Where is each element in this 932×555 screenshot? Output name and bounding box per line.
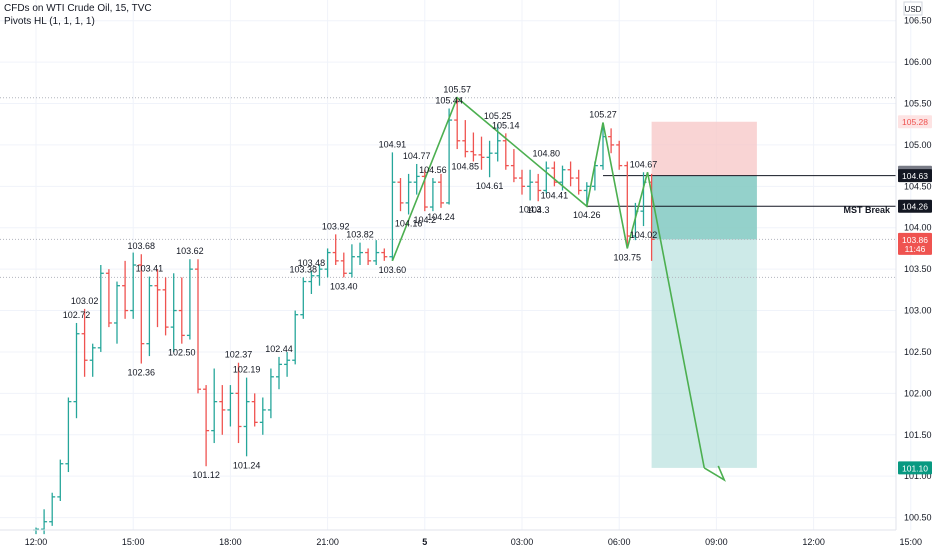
pivot-value-label: 104.56 [419, 165, 447, 175]
mst-break-label: MST Break [843, 205, 891, 215]
pivot-value-label: 104.24 [427, 212, 455, 222]
price-tick-label: 103.00 [904, 306, 932, 316]
pivot-value-label: 103.68 [128, 241, 156, 251]
pivot-value-label: 103.75 [614, 252, 642, 262]
time-tick-label: 15:00 [900, 537, 923, 547]
pivot-value-label: 103.92 [322, 221, 350, 231]
pivot-value-label: 104.26 [573, 210, 601, 220]
countdown-text: 11:46 [905, 244, 926, 254]
pivot-value-label: 103.40 [330, 281, 358, 291]
pivot-value-label: 104.85 [452, 161, 480, 171]
price-axis-badge [898, 199, 932, 213]
price-badge-text: 105.28 [902, 117, 928, 127]
price-tick-label: 102.00 [904, 388, 932, 398]
price-badge-text: 103.86 [902, 235, 928, 245]
time-tick-label: 06:00 [608, 537, 631, 547]
pivot-value-label: 103.02 [71, 296, 99, 306]
arrow-head [703, 465, 726, 482]
price-tick-label: 105.50 [904, 99, 932, 109]
price-axis-badge [898, 115, 932, 129]
pivot-value-label: 102.72 [63, 310, 91, 320]
price-axis-badge [898, 232, 932, 255]
pivot-value-label: 102.19 [233, 365, 261, 375]
pivot-value-label: 103.82 [346, 230, 374, 240]
price-tick-label: 102.50 [904, 347, 932, 357]
pivot-value-label: 104.02 [630, 230, 658, 240]
time-tick-label: 5 [422, 537, 427, 547]
pivot-value-label: 104.80 [533, 148, 561, 158]
time-tick-label: 15:00 [122, 537, 145, 547]
time-tick-label: 21:00 [316, 537, 339, 547]
pivot-value-label: 104.91 [379, 139, 407, 149]
pivot-value-label: 103.48 [298, 258, 326, 268]
time-tick-label: 12:00 [802, 537, 825, 547]
chart-legend: CFDs on WTI Crude Oil, 15, TVC Pivots HL… [4, 2, 152, 28]
indicator-title[interactable]: Pivots HL (1, 1, 1, 1) [4, 16, 95, 27]
price-tick-label: 106.00 [904, 57, 932, 67]
price-tick-label: 101.00 [904, 471, 932, 481]
currency-box[interactable] [903, 1, 923, 16]
pivot-value-label: 104.3 [527, 205, 550, 215]
time-tick-label: 12:00 [25, 537, 48, 547]
time-tick-label: 03:00 [511, 537, 534, 547]
open-profit-zone [651, 175, 757, 240]
pivot-value-label: 101.12 [192, 470, 220, 480]
pivot-value-label: 102.44 [265, 344, 293, 354]
price-axis-badge [898, 461, 932, 475]
time-tick-label: 09:00 [705, 537, 728, 547]
time-tick-label: 18:00 [219, 537, 242, 547]
pivot-value-label: 103.60 [379, 265, 407, 275]
price-tick-label: 103.50 [904, 264, 932, 274]
price-badge-text: 101.10 [902, 463, 928, 473]
pivot-value-label: 101.24 [233, 460, 261, 470]
price-axis-badge [898, 169, 932, 183]
price-tick-label: 104.50 [904, 181, 932, 191]
pivot-value-label: 104.2 [414, 215, 437, 225]
pivot-value-label: 103.62 [176, 246, 204, 256]
pivot-value-label: 102.36 [128, 368, 156, 378]
pivot-value-label: 102.50 [168, 348, 196, 358]
pivot-value-label: 104.41 [541, 190, 569, 200]
pivot-value-label: 105.44 [435, 95, 463, 105]
pivot-value-label: 103.41 [136, 264, 164, 274]
price-badge-text: 104.26 [902, 202, 928, 212]
pivot-value-label: 102.37 [225, 350, 253, 360]
price-badge-text: 104.63 [902, 171, 928, 181]
symbol-title[interactable]: CFDs on WTI Crude Oil, 15, TVC [4, 3, 152, 14]
price-tick-label: 104.00 [904, 223, 932, 233]
price-tick-label: 100.50 [904, 513, 932, 523]
pivot-value-label: 105.25 [484, 111, 512, 121]
pivot-value-label: 105.57 [443, 85, 471, 95]
price-tick-label: 105.00 [904, 140, 932, 150]
zigzag-line[interactable] [391, 96, 706, 469]
pivot-value-label: 105.14 [492, 120, 520, 130]
pivot-value-label: 105.27 [589, 110, 617, 120]
pivot-value-label: 103.38 [290, 264, 318, 274]
pivot-value-label: 104.16 [395, 218, 423, 228]
pivot-value-label: 104.61 [476, 181, 504, 191]
price-tick-label: 101.50 [904, 430, 932, 440]
pivot-value-label: 104.77 [403, 151, 431, 161]
pivot-value-label: 104.3 [519, 204, 542, 214]
currency-label: USD [905, 5, 922, 14]
stop-loss-zone[interactable] [651, 121, 757, 176]
pivot-value-label: 104.67 [630, 159, 658, 169]
price-tick-label: 106.50 [904, 16, 932, 26]
